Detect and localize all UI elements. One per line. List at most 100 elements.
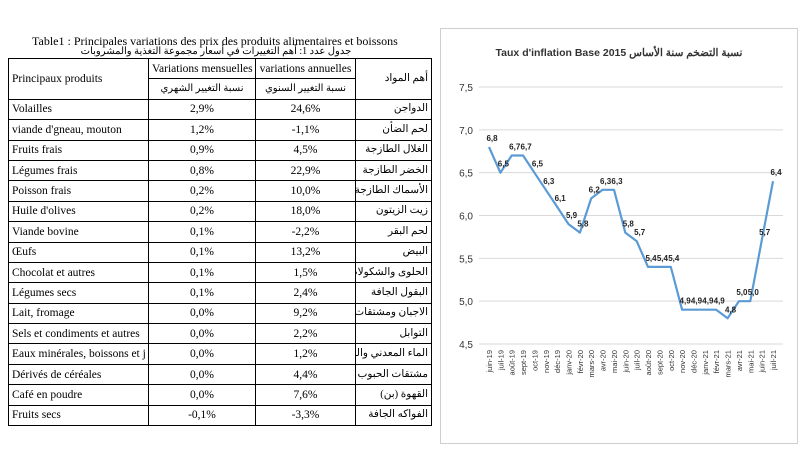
annual-cell: -1,1%	[255, 119, 356, 141]
product-ar-cell: البقول الجافة	[355, 282, 432, 304]
table-header-row: Principaux produits Variations mensuelle…	[8, 57, 432, 100]
monthly-cell: 0,1%	[148, 282, 256, 304]
product-cell: Huile d'olives	[8, 200, 149, 223]
table-row: Légumes frais 0,8% 22,9% الخضر الطازجة	[8, 159, 432, 182]
table-title: Table1 : Principales variations des prix…	[32, 34, 398, 48]
monthly-cell: 0,0%	[148, 363, 256, 386]
annual-cell: 18,0%	[255, 200, 356, 223]
data-label: 5,0	[736, 288, 748, 297]
x-tick-label: mars-21	[724, 350, 733, 378]
monthly-cell: 0,1%	[148, 221, 256, 243]
series-line	[487, 146, 775, 320]
y-tick-label: 7,5	[459, 83, 473, 94]
product-ar-cell: البيض	[355, 241, 432, 263]
data-label: 6,5	[498, 160, 510, 169]
header-monthly-ar: نسبة التغيير الشهري	[148, 78, 256, 100]
y-tick-label: 7,0	[459, 126, 473, 137]
table-row: Légumes secs 0,1% 2,4% البقول الجافة	[8, 282, 432, 304]
table-row: Volailles 2,9% 24,6% الدواجن	[8, 98, 432, 121]
monthly-cell: 0,0%	[148, 323, 256, 345]
product-ar-cell: الاجبان ومشتقات	[355, 302, 432, 325]
x-tick-label: avr-21	[735, 350, 744, 371]
monthly-cell: 0,9%	[148, 139, 256, 161]
y-tick-label: 4,5	[459, 340, 473, 351]
header-annual: variations annuelles	[255, 57, 356, 80]
x-tick-label: juil-20	[633, 350, 642, 371]
product-ar-cell: لحم الضأن	[355, 119, 432, 141]
x-tick-label: févr-21	[712, 350, 721, 373]
x-tick-label: nov-19	[542, 350, 551, 373]
table-row: Dérivés de céréales 0,0% 4,4% مشتقات الحبوب	[8, 363, 432, 386]
x-tick-label: janv-20	[565, 350, 574, 376]
data-label: 5,0	[748, 288, 760, 297]
data-label: 5,4	[657, 254, 669, 263]
monthly-cell: 2,9%	[148, 98, 256, 121]
table-row: Viande bovine 0,1% -2,2% لحم البقر	[8, 221, 432, 243]
annual-cell: -2,2%	[255, 221, 356, 243]
table-row: viande d'gneau, mouton 1,2% -1,1% لحم الضأن	[8, 119, 432, 141]
product-cell: Fruits frais	[8, 139, 149, 161]
x-tick-label: juin-21	[758, 350, 767, 374]
annual-cell: 7,6%	[255, 384, 356, 406]
table-row: Sels et condiments et autres 0,0% 2,2% التو…	[8, 323, 432, 345]
product-cell: viande d'gneau, mouton	[8, 119, 149, 141]
annual-cell: 10,0%	[255, 180, 356, 202]
annual-cell: 22,9%	[255, 159, 356, 182]
product-cell: Café en poudre	[8, 384, 149, 406]
annual-cell: 1,2%	[255, 343, 356, 365]
data-label: 4,9	[702, 297, 714, 306]
product-ar-cell: الأسماك الطازجة	[355, 180, 432, 202]
product-ar-cell: الغلال الطازجة	[355, 139, 432, 161]
product-cell: Légumes secs	[8, 282, 149, 304]
y-tick-label: 5,5	[459, 254, 473, 265]
product-cell: Volailles	[8, 98, 149, 121]
annual-cell: 4,5%	[255, 139, 356, 161]
data-label: 5,7	[634, 228, 646, 237]
table-row: Lait, fromage 0,0% 9,2% الاجبان ومشتقات	[8, 302, 432, 325]
table-row: Huile d'olives 0,2% 18,0% زيت الزيتون	[8, 200, 432, 223]
monthly-cell: 0,0%	[148, 384, 256, 406]
data-label: 6,8	[486, 134, 498, 143]
x-tick-label: juin-20	[621, 350, 630, 374]
product-ar-cell: القهوة (بن)	[355, 384, 432, 406]
table-header-row-ar: نسبة التغيير الشهري نسبة التغيير السنوي	[9, 78, 432, 100]
data-label: 6,7	[509, 143, 521, 152]
product-ar-cell: مشتقات الحبوب	[355, 363, 432, 386]
monthly-cell: 0,8%	[148, 159, 256, 182]
monthly-cell: 0,2%	[148, 200, 256, 223]
x-tick-label: juil-19	[496, 350, 505, 371]
x-tick-label: sept-19	[519, 350, 528, 375]
product-ar-cell: لحم البقر	[355, 221, 432, 243]
x-tick-label: juin-19	[485, 350, 494, 374]
data-label: 5,9	[566, 211, 578, 220]
product-cell: Eaux minérales, boissons et j	[8, 343, 149, 365]
data-label: 6,3	[543, 177, 555, 186]
header-monthly: Variations mensuelles	[148, 57, 256, 80]
monthly-cell: 0,1%	[148, 261, 256, 284]
inflation-line-chart: Taux d'inflation Base 2015 نسبة التضخم س…	[459, 45, 783, 378]
x-tick-label: avr-20	[599, 350, 608, 371]
monthly-cell: -0,1%	[148, 404, 256, 427]
monthly-cell: 1,2%	[148, 119, 256, 141]
product-cell: Lait, fromage	[8, 302, 149, 325]
table-row: Chocolat et autres 0,1% 1,5% الحلوى والشكول…	[8, 261, 432, 284]
header-annual-ar: نسبة التغيير السنوي	[255, 78, 356, 100]
header-product-ar: أهم المواد	[355, 58, 432, 100]
product-cell: Chocolat et autres	[8, 261, 149, 284]
y-tick-label: 6,0	[459, 212, 473, 223]
product-ar-cell: زيت الزيتون	[355, 200, 432, 223]
data-label: 6,3	[611, 177, 623, 186]
x-tick-label: févr-20	[576, 350, 585, 373]
x-tick-label: oct-19	[530, 350, 539, 371]
product-cell: Dérivés de céréales	[8, 363, 149, 386]
annual-cell: 9,2%	[255, 302, 356, 325]
product-ar-cell: الخضر الطازجة	[355, 159, 432, 182]
product-cell: Fruits secs	[8, 404, 149, 427]
x-tick-label: mai-21	[746, 350, 755, 373]
product-ar-cell: الحلوى والشكولاطة	[355, 261, 432, 284]
data-label: 4,9	[714, 297, 726, 306]
annual-cell: 2,4%	[255, 282, 356, 304]
product-ar-cell: التوابل	[355, 323, 432, 345]
data-label: 4,9	[680, 297, 692, 306]
annual-cell: 2,2%	[255, 323, 356, 345]
